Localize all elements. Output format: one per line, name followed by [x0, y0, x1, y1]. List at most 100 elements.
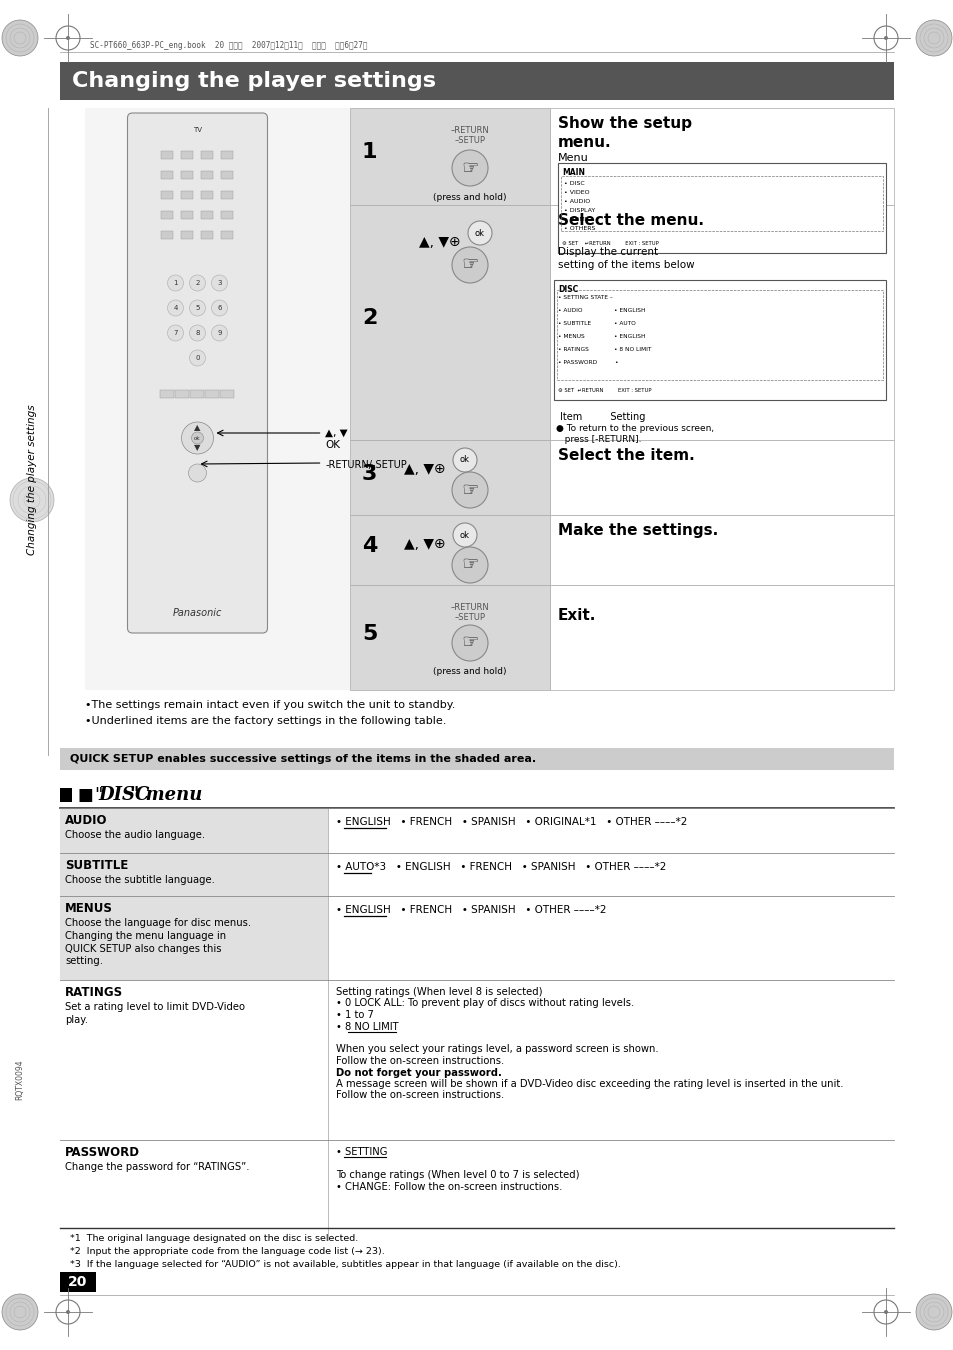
Text: 4: 4	[361, 536, 377, 556]
Text: Show the setup
menu.: Show the setup menu.	[558, 116, 691, 150]
Text: • AUTO*3   • ENGLISH   • FRENCH   • SPANISH   • OTHER ––––*2: • AUTO*3 • ENGLISH • FRENCH • SPANISH • …	[335, 863, 666, 872]
Text: Setting ratings (When level 8 is selected): Setting ratings (When level 8 is selecte…	[335, 987, 542, 998]
Bar	[550, 585, 893, 690]
FancyBboxPatch shape	[128, 113, 267, 633]
Bar	[60, 748, 893, 770]
Circle shape	[10, 478, 54, 522]
Bar	[350, 514, 550, 585]
Bar	[181, 190, 193, 198]
Circle shape	[452, 150, 488, 186]
Text: SC-PT660_663P-PC_eng.book  20 ページ  2007年12月11日  火曜日  午後6時27分: SC-PT660_663P-PC_eng.book 20 ページ 2007年12…	[90, 40, 367, 50]
Text: ☞: ☞	[460, 158, 478, 177]
Circle shape	[190, 300, 205, 316]
Text: • HDMI: • HDMI	[563, 217, 586, 221]
Text: 1: 1	[361, 143, 377, 162]
Circle shape	[181, 423, 213, 454]
Circle shape	[452, 547, 488, 583]
Text: RATINGS: RATINGS	[65, 986, 123, 999]
Text: QUICK SETUP enables successive settings of the items in the shaded area.: QUICK SETUP enables successive settings …	[70, 755, 536, 764]
Text: •: •	[614, 360, 617, 365]
Text: ▲, ▼⊕: ▲, ▼⊕	[404, 462, 445, 477]
Text: DISC: DISC	[558, 285, 578, 294]
Text: ok: ok	[459, 531, 470, 540]
Text: Select the item.: Select the item.	[558, 448, 694, 463]
Text: When you select your ratings level, a password screen is shown.: When you select your ratings level, a pa…	[335, 1045, 658, 1054]
Circle shape	[189, 464, 206, 482]
Text: • AUTO: • AUTO	[614, 321, 635, 325]
Text: RQTX0094: RQTX0094	[15, 1060, 25, 1100]
Bar	[201, 231, 213, 239]
Text: 7: 7	[173, 329, 177, 336]
Bar	[181, 231, 193, 239]
Text: Choose the subtitle language.: Choose the subtitle language.	[65, 875, 214, 886]
Circle shape	[452, 625, 488, 662]
Bar	[191, 390, 204, 398]
Text: 6: 6	[217, 305, 221, 310]
Bar	[550, 514, 893, 585]
Text: • DISPLAY: • DISPLAY	[563, 208, 595, 213]
Bar	[221, 231, 233, 239]
Bar	[181, 151, 193, 159]
Text: • DISC: • DISC	[563, 181, 584, 186]
Text: • SETTING: • SETTING	[335, 1148, 387, 1157]
Text: –SETUP: –SETUP	[454, 136, 485, 144]
Text: Make the settings.: Make the settings.	[558, 522, 718, 539]
Text: MENUS: MENUS	[65, 902, 112, 915]
Text: Follow the on-screen instructions.: Follow the on-screen instructions.	[335, 1056, 504, 1066]
Circle shape	[190, 350, 205, 366]
Bar	[221, 190, 233, 198]
Bar	[550, 440, 893, 514]
Bar	[60, 809, 328, 853]
Text: Exit.: Exit.	[558, 608, 596, 622]
Text: 0: 0	[195, 355, 199, 360]
Text: • 8 NO LIMIT: • 8 NO LIMIT	[614, 347, 651, 352]
Text: ok: ok	[194, 436, 200, 440]
Text: • 1 to 7: • 1 to 7	[335, 1010, 374, 1021]
Text: • SUBTITLE: • SUBTITLE	[558, 321, 591, 325]
Text: A message screen will be shown if a DVD-Video disc exceeding the rating level is: A message screen will be shown if a DVD-…	[335, 1079, 842, 1089]
Circle shape	[168, 275, 183, 292]
Circle shape	[66, 1310, 70, 1314]
Circle shape	[468, 221, 492, 244]
Circle shape	[190, 325, 205, 342]
Text: Menu: Menu	[558, 153, 588, 163]
Circle shape	[2, 20, 38, 55]
Text: –SETUP: –SETUP	[454, 613, 485, 622]
Text: Display the current
setting of the items below: Display the current setting of the items…	[558, 247, 694, 270]
Text: –RETURN: –RETURN	[450, 126, 489, 135]
Circle shape	[168, 325, 183, 342]
Bar	[201, 151, 213, 159]
Bar	[60, 62, 893, 100]
Circle shape	[915, 1295, 951, 1330]
Bar	[350, 205, 550, 440]
Bar	[350, 585, 550, 690]
Bar	[181, 171, 193, 180]
Text: ok: ok	[475, 228, 484, 238]
Text: *1  The original language designated on the disc is selected.: *1 The original language designated on t…	[70, 1234, 358, 1243]
Circle shape	[192, 432, 203, 444]
Text: • VIDEO: • VIDEO	[563, 190, 589, 194]
Bar	[201, 171, 213, 180]
Bar	[221, 171, 233, 180]
Bar	[221, 151, 233, 159]
Circle shape	[453, 522, 476, 547]
Text: *3  If the language selected for “AUDIO” is not available, subtitles appear in t: *3 If the language selected for “AUDIO” …	[70, 1260, 620, 1269]
Text: ▲, ▼⊕: ▲, ▼⊕	[418, 235, 460, 248]
Text: • MENUS: • MENUS	[558, 333, 584, 339]
Bar	[554, 279, 885, 400]
Text: MAIN: MAIN	[561, 167, 584, 177]
Text: 2: 2	[361, 309, 377, 328]
Bar	[181, 211, 193, 219]
Text: To change ratings (When level 0 to 7 is selected): To change ratings (When level 0 to 7 is …	[335, 1170, 578, 1180]
Circle shape	[212, 275, 227, 292]
Text: • RATINGS: • RATINGS	[558, 347, 588, 352]
Text: TV: TV	[193, 127, 202, 134]
Circle shape	[212, 300, 227, 316]
Bar	[175, 390, 190, 398]
Text: Changing the player settings: Changing the player settings	[71, 72, 436, 90]
Text: (press and hold): (press and hold)	[433, 667, 506, 676]
Text: (press and hold): (press and hold)	[433, 193, 506, 202]
Bar	[201, 211, 213, 219]
Bar	[560, 176, 882, 231]
Bar	[161, 211, 173, 219]
